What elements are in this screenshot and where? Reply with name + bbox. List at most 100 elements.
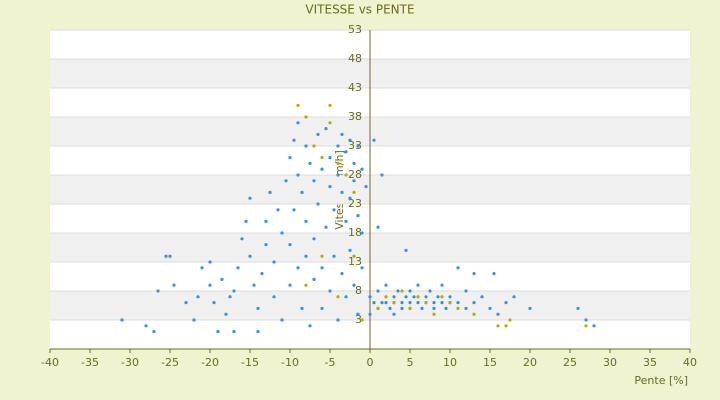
point [392, 301, 396, 305]
point [480, 295, 484, 299]
x-tick-label: 5 [407, 356, 414, 369]
point [312, 237, 316, 241]
point [304, 115, 308, 119]
point [464, 306, 468, 310]
point [372, 301, 376, 305]
point [368, 295, 372, 299]
point [320, 254, 324, 258]
point [272, 260, 276, 264]
point [348, 138, 352, 142]
point [492, 272, 496, 276]
point [280, 318, 284, 322]
point [424, 295, 428, 299]
point [312, 144, 316, 148]
point [320, 306, 324, 310]
point [240, 237, 244, 241]
point [284, 179, 288, 183]
y-tick-label: 13 [348, 255, 362, 268]
point [296, 173, 300, 177]
point [584, 318, 588, 322]
y-tick-label: 18 [348, 226, 362, 239]
point [456, 306, 460, 310]
point [304, 144, 308, 148]
point [252, 283, 256, 287]
point [236, 266, 240, 270]
point [308, 161, 312, 165]
point [412, 295, 416, 299]
point [376, 225, 380, 229]
point [288, 283, 292, 287]
point [300, 190, 304, 194]
point [268, 190, 272, 194]
point [440, 301, 444, 305]
point [448, 295, 452, 299]
x-tick-label: -5 [325, 356, 336, 369]
point [376, 306, 380, 310]
x-tick-label: -25 [161, 356, 179, 369]
point [472, 301, 476, 305]
point [288, 243, 292, 247]
point [352, 179, 356, 183]
point [304, 283, 308, 287]
point [264, 243, 268, 247]
point [344, 150, 348, 154]
point [264, 219, 268, 223]
point [496, 324, 500, 328]
point [348, 248, 352, 252]
point [356, 144, 360, 148]
point [296, 121, 300, 125]
point [332, 254, 336, 258]
y-tick-label: 43 [348, 81, 362, 94]
y-tick-label: 28 [348, 168, 362, 181]
point [384, 301, 388, 305]
point [208, 283, 212, 287]
point [360, 318, 364, 322]
point [260, 272, 264, 276]
point [440, 295, 444, 299]
point [156, 289, 160, 293]
point [400, 301, 404, 305]
point [196, 295, 200, 299]
x-tick-label: 10 [443, 356, 457, 369]
point [488, 306, 492, 310]
point [472, 272, 476, 276]
point [416, 283, 420, 287]
y-tick-label: 3 [355, 313, 362, 326]
point [212, 301, 216, 305]
point [300, 306, 304, 310]
point [328, 103, 332, 107]
point [396, 289, 400, 293]
point [436, 295, 440, 299]
point [408, 301, 412, 305]
point [456, 266, 460, 270]
point [244, 219, 248, 223]
point [324, 225, 328, 229]
x-tick-label: -35 [81, 356, 99, 369]
point [432, 312, 436, 316]
point [432, 306, 436, 310]
point [372, 138, 376, 142]
point [336, 295, 340, 299]
point [328, 156, 332, 160]
point [336, 161, 340, 165]
point [420, 306, 424, 310]
point [416, 295, 420, 299]
point [384, 295, 388, 299]
point [432, 301, 436, 305]
y-tick-label: 48 [348, 52, 362, 65]
point [280, 231, 284, 235]
point [384, 283, 388, 287]
point [512, 295, 516, 299]
point [312, 277, 316, 281]
x-tick-label: 25 [563, 356, 577, 369]
point [256, 330, 260, 334]
point [296, 266, 300, 270]
x-tick-label: 35 [643, 356, 657, 369]
point [248, 196, 252, 200]
point [344, 295, 348, 299]
point [464, 289, 468, 293]
y-tick-label: 38 [348, 110, 362, 123]
point [344, 173, 348, 177]
point [292, 208, 296, 212]
